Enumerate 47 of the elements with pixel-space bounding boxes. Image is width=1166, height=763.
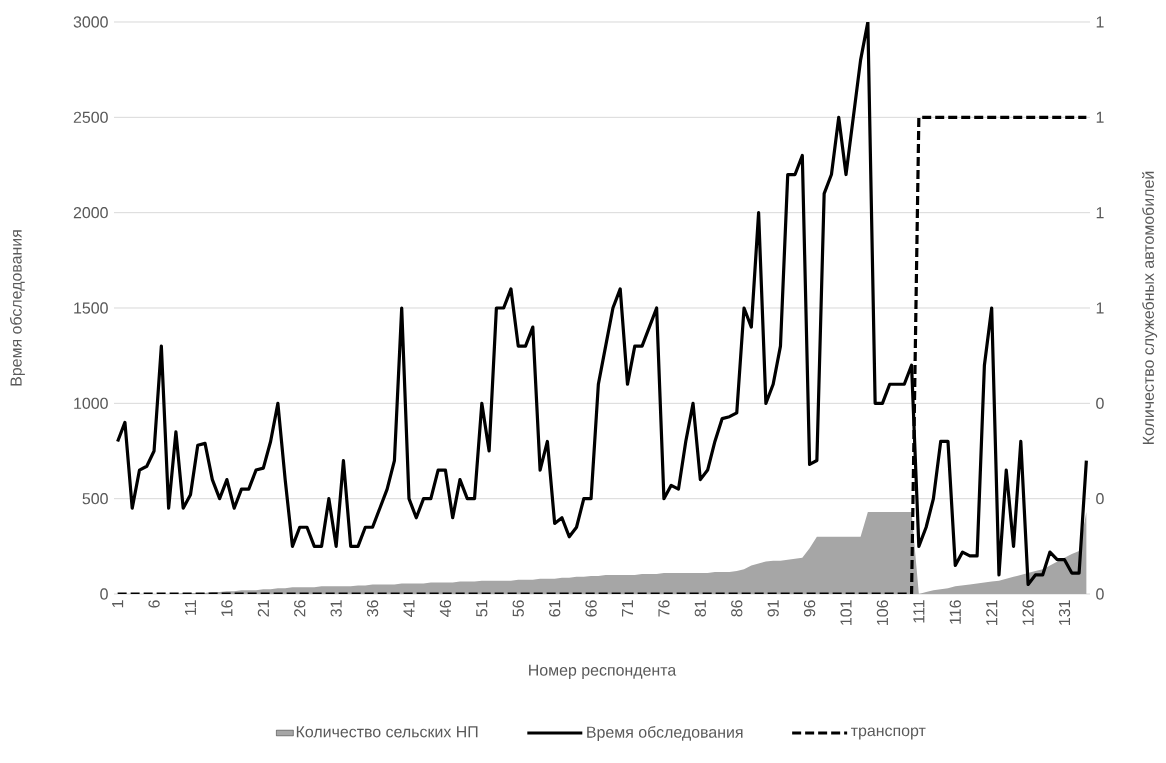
x-tick-label: 66 bbox=[585, 600, 597, 617]
x-tick-label: 21 bbox=[257, 600, 269, 617]
x-tick-label: 51 bbox=[476, 600, 488, 617]
y2-tick-label: 1 bbox=[1096, 111, 1104, 123]
x-tick-label: 26 bbox=[294, 600, 306, 617]
y-tick-label: 500 bbox=[82, 493, 108, 505]
y2-axis-title: Количество служебных автомобилей bbox=[1141, 171, 1158, 444]
x-tick-label: 11 bbox=[184, 600, 196, 615]
x-tick-label: 61 bbox=[549, 600, 561, 617]
x-tick-label: 91 bbox=[767, 600, 779, 617]
y-tick-label: 2500 bbox=[73, 111, 108, 123]
x-tick-label: 101 bbox=[840, 600, 852, 625]
legend-label: Время обследования bbox=[587, 725, 743, 741]
x-tick-label: 6 bbox=[148, 600, 160, 608]
x-tick-label: 31 bbox=[330, 600, 342, 617]
x-tick-label: 16 bbox=[221, 600, 233, 617]
y2-tick-label: 1 bbox=[1096, 207, 1104, 219]
y2-tick-label: 1 bbox=[1096, 16, 1104, 28]
x-axis-title: Номер респондента bbox=[529, 664, 677, 679]
x-tick-label: 1 bbox=[112, 600, 124, 608]
x-tick-label: 41 bbox=[403, 600, 415, 617]
x-tick-label: 86 bbox=[731, 600, 743, 617]
x-tick-label: 71 bbox=[622, 600, 633, 617]
y-tick-label: 1000 bbox=[74, 397, 108, 409]
legend-label: транспорт bbox=[851, 727, 926, 740]
y-axis-title: Время обследования bbox=[9, 230, 25, 386]
x-tick-label: 46 bbox=[439, 600, 452, 617]
y-tick-label: 3000 bbox=[73, 16, 108, 28]
y-tick-label: 2000 bbox=[73, 207, 108, 219]
x-tick-label: 76 bbox=[658, 600, 670, 617]
y2-tick-label: 0 bbox=[1096, 493, 1104, 505]
x-tick-label: 116 bbox=[949, 600, 961, 624]
x-tick-label: 56 bbox=[512, 600, 524, 617]
legend-label: Количество сельских НП bbox=[296, 726, 478, 738]
y-tick-label: 1500 bbox=[74, 302, 108, 314]
x-tick-label: 126 bbox=[1022, 600, 1034, 625]
x-tick-label: 36 bbox=[366, 600, 379, 617]
x-tick-label: 81 bbox=[694, 600, 706, 617]
x-tick-label: 131 bbox=[1058, 600, 1071, 625]
y2-tick-label: 0 bbox=[1096, 397, 1104, 409]
y2-tick-label: 1 bbox=[1096, 302, 1104, 314]
x-tick-label: 121 bbox=[986, 600, 998, 625]
y2-tick-label: 0 bbox=[1096, 588, 1104, 600]
x-tick-label: 111 bbox=[913, 600, 925, 623]
x-tick-label: 106 bbox=[876, 600, 889, 625]
y-tick-label: 0 bbox=[100, 588, 108, 600]
x-tick-label: 96 bbox=[803, 600, 816, 617]
